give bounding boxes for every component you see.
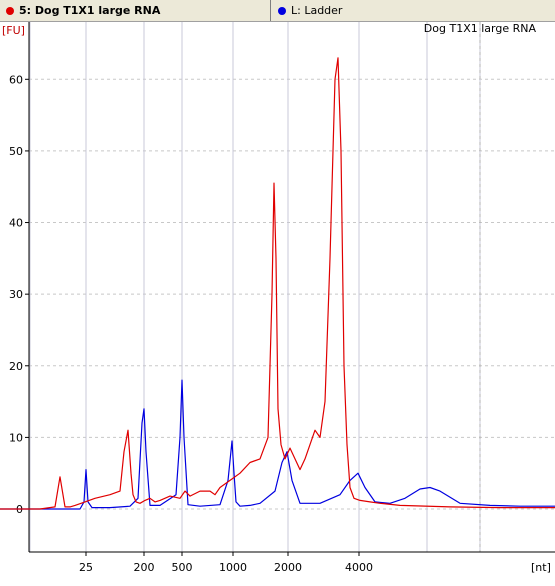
y-tick-label: 60 [9,73,23,86]
plot-background [29,22,555,552]
ladder-series-line [0,379,555,510]
tab-sample-label: 5: Dog T1X1 large RNA [19,4,161,17]
grid [29,22,555,552]
red-dot-icon [6,6,14,15]
x-axis-label: [nt] [531,561,551,574]
y-axis-label: [FU] [2,24,25,37]
x-tick-label: 1000 [219,561,247,574]
tab-ladder[interactable]: L: Ladder [272,0,555,21]
tab-sample[interactable]: 5: Dog T1X1 large RNA [0,0,271,21]
y-tick-label: 40 [9,217,23,230]
y-tick-label: 10 [9,431,23,444]
x-tick-label: 2000 [274,561,302,574]
y-tick-label: 50 [9,145,23,158]
blue-dot-icon [278,6,286,15]
x-axis: 25 200 500 1000 2000 4000 [29,551,555,574]
chart-title: Dog T1X1 large RNA [424,22,537,35]
x-tick-label: 25 [79,561,93,574]
series-group [0,57,555,510]
x-tick-label: 4000 [345,561,373,574]
x-tick-label: 200 [134,561,155,574]
sample-series-line [0,57,555,510]
y-tick-label: 20 [9,360,23,373]
tab-ladder-label: L: Ladder [291,4,343,17]
x-tick-label: 500 [172,561,193,574]
tab-bar: 5: Dog T1X1 large RNA L: Ladder [0,0,555,22]
y-tick-label: 30 [9,288,23,301]
